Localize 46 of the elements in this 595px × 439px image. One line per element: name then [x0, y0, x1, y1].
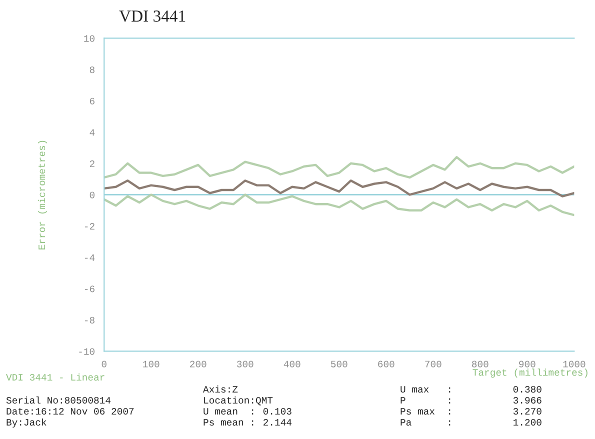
x-tick-label: 900: [519, 360, 536, 368]
line-series: [104, 180, 574, 198]
x-tick-label: 500: [331, 360, 348, 368]
text: 3.966: [513, 397, 542, 404]
y-tick-label: 2: [90, 160, 94, 167]
x-tick-label: 800: [472, 360, 488, 368]
text: 1.200: [514, 419, 542, 426]
y-tick-label: -8: [85, 316, 94, 324]
x-tick-label: 300: [236, 360, 254, 368]
x-tick-label: 100: [143, 360, 160, 368]
text: Location:QMT: [204, 396, 273, 406]
text: By:Jack: [6, 418, 46, 428]
line-series: [104, 156, 574, 179]
text: Serial No:80500814: [6, 396, 111, 404]
text: U mean :: [204, 408, 254, 415]
text: P :: [400, 397, 450, 404]
text: Date:16:12 Nov 06 2007: [6, 408, 134, 415]
y-tick-label: -4: [85, 254, 95, 261]
x-tick-label: 600: [378, 360, 394, 368]
y-tick-label: 4: [90, 129, 95, 136]
y-tick-label: 8: [90, 66, 94, 74]
text: 2.144: [264, 419, 292, 426]
y-tick-label: 6: [90, 98, 94, 104]
chart-title: VDI 3441: [119, 10, 186, 22]
y-tick-label: -10: [79, 348, 94, 355]
y-tick-label: -6: [85, 286, 94, 292]
text: Axis:Z: [203, 385, 238, 393]
x-tick-label: 700: [425, 360, 442, 368]
text: U max :: [400, 386, 450, 393]
x-tick-label: 1000: [563, 360, 586, 368]
x-tick-label: 400: [284, 360, 300, 368]
text: Pa :: [400, 419, 450, 426]
y-tick-label: -2: [85, 223, 94, 230]
text: 0.103: [263, 408, 292, 415]
x-axis-title: Target (millimetres): [472, 368, 588, 378]
text: Ps mean :: [204, 419, 254, 426]
y-axis-title: Error (micrometres): [38, 140, 48, 250]
y-tick-label: 0: [90, 192, 94, 198]
text: 0.380: [513, 386, 542, 393]
y-tick-label: 10: [84, 35, 94, 42]
x-tick-label: 200: [190, 360, 206, 368]
line-series: [104, 194, 574, 216]
text: VDI 3441 - Linear: [6, 373, 104, 381]
text: 3.270: [513, 408, 542, 415]
text: Ps max :: [400, 408, 450, 415]
x-tick-label: 0: [102, 360, 106, 368]
